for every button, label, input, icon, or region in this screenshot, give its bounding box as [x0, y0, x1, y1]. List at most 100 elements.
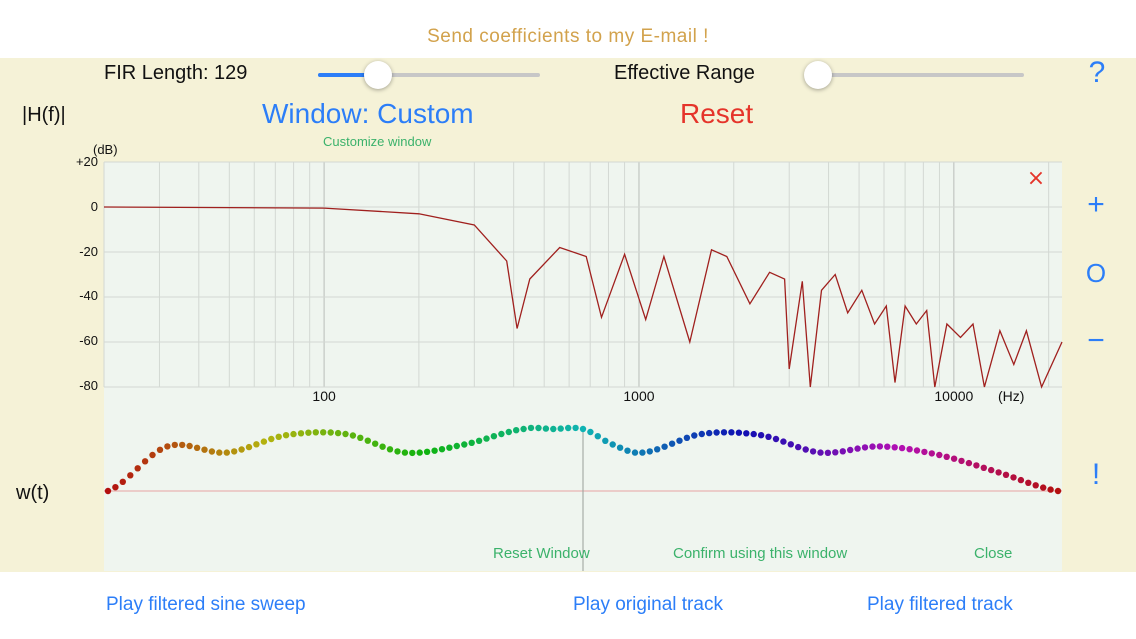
window-coefficient-point	[334, 429, 342, 437]
window-coefficient-point	[238, 446, 245, 453]
window-coefficient-point	[327, 429, 334, 436]
window-coefficient-point	[164, 443, 171, 450]
window-coefficient-point	[1017, 476, 1025, 484]
play-filtered-sine-sweep-button[interactable]: Play filtered sine sweep	[106, 594, 306, 615]
x-tick-label: 1000	[623, 388, 654, 404]
window-coefficient-point	[268, 435, 275, 443]
effective-range-slider-thumb[interactable]	[804, 61, 832, 89]
fir-length-slider[interactable]	[318, 61, 540, 89]
window-coefficient-point	[950, 455, 958, 462]
window-coefficient-point	[750, 430, 757, 438]
zoom-out-button[interactable]: −	[1087, 324, 1105, 357]
window-coefficient-point	[349, 432, 357, 439]
window-coefficient-point	[245, 443, 253, 451]
window-coefficient-point	[1040, 484, 1047, 491]
window-coefficient-point	[780, 438, 787, 445]
window-coefficient-point	[913, 447, 921, 454]
window-coefficient-point	[231, 448, 238, 455]
window-coefficient-point	[468, 439, 475, 446]
play-original-track-button[interactable]: Play original track	[573, 594, 723, 615]
window-coefficient-point	[943, 453, 950, 460]
window-custom-button[interactable]: Window: Custom	[262, 98, 474, 129]
window-coefficient-point	[847, 446, 854, 454]
reset-window-button[interactable]: Reset Window	[493, 545, 590, 562]
window-coefficient-point	[691, 432, 698, 439]
window-coefficient-point	[386, 446, 394, 453]
window-coefficient-point	[134, 465, 141, 472]
window-coefficient-point	[661, 443, 668, 450]
window-coefficient-point	[624, 447, 631, 454]
window-coefficient-point	[706, 429, 713, 437]
window-coefficient-point	[676, 437, 683, 444]
window-coefficient-point	[372, 440, 379, 447]
window-coefficient-point	[141, 458, 149, 465]
window-coefficient-point	[431, 447, 438, 454]
window-coefficient-point	[320, 429, 327, 436]
window-coefficient-point	[921, 448, 928, 456]
window-coefficient-point	[423, 448, 431, 455]
window-coefficient-point	[357, 434, 364, 441]
customize-window-link[interactable]: Customize window	[323, 134, 432, 149]
window-coefficient-point	[253, 441, 260, 448]
window-coefficient-point	[282, 432, 290, 439]
window-coefficient-point	[787, 441, 794, 448]
window-coefficient-point	[223, 449, 230, 456]
window-coefficient-point	[587, 428, 594, 436]
window-coefficient-point	[216, 449, 223, 456]
window-coefficient-point	[483, 435, 490, 442]
window-coefficient-point	[965, 459, 973, 467]
window-coefficient-point	[720, 429, 728, 436]
window-coefficient-point	[127, 472, 134, 479]
window-coefficient-point	[208, 448, 216, 455]
window-coefficient-point	[453, 442, 460, 450]
window-coefficient-point	[416, 449, 423, 456]
window-coefficient-point	[772, 435, 780, 443]
confirm-window-button[interactable]: Confirm using this window	[673, 545, 848, 562]
window-coefficient-point	[869, 443, 876, 450]
y-tick-label: 0	[90, 199, 98, 214]
effective-range-label: Effective Range	[614, 62, 755, 84]
close-window-editor-button[interactable]: Close	[974, 545, 1013, 562]
window-coefficient-point	[980, 464, 987, 471]
play-filtered-track-button[interactable]: Play filtered track	[867, 594, 1013, 615]
response-curve	[103, 206, 1063, 389]
zoom-in-button[interactable]: +	[1087, 188, 1105, 221]
window-coefficient-point	[104, 487, 112, 495]
window-coefficient-point	[936, 451, 943, 459]
fir-length-slider-thumb[interactable]	[363, 61, 392, 89]
window-coefficient-point	[802, 446, 809, 453]
close-plot-icon[interactable]: ×	[1027, 166, 1045, 191]
fir-length-label: FIR Length: 129	[104, 62, 248, 84]
window-coefficient-point	[668, 440, 676, 447]
effective-range-slider[interactable]	[804, 61, 1024, 89]
zoom-reset-button[interactable]: O	[1085, 258, 1107, 288]
window-coefficient-point	[490, 433, 498, 440]
window-coefficient-point	[683, 434, 691, 441]
window-info-button[interactable]: !	[1091, 458, 1101, 491]
reset-button[interactable]: Reset	[680, 98, 754, 129]
window-coefficient-point	[639, 449, 646, 456]
send-coefficients-link[interactable]: Send coefficients to my E-mail !	[427, 26, 709, 47]
window-coefficient-point	[832, 449, 839, 456]
window-coefficient-point	[565, 424, 572, 432]
window-coefficient-point	[884, 443, 891, 450]
y-tick-label: -60	[79, 333, 98, 348]
window-coefficient-point	[171, 441, 178, 449]
fir-length-slider-fill	[318, 73, 378, 77]
window-coefficient-point	[898, 444, 906, 452]
window-coefficient-point	[312, 429, 319, 436]
window-coefficient-point	[149, 451, 156, 459]
window-coefficient-point	[995, 469, 1002, 476]
window-coefficient-point	[646, 448, 653, 455]
window-coefficient-point	[401, 449, 409, 456]
window-coefficient-point	[928, 450, 935, 457]
window-coefficient-point	[527, 424, 535, 432]
window-coefficient-point	[409, 449, 416, 457]
window-coefficient-point	[1002, 471, 1010, 478]
window-coefficient-point	[757, 432, 765, 439]
window-coefficient-point	[305, 429, 312, 436]
window-coefficient-point	[275, 433, 282, 440]
help-button[interactable]: ?	[1088, 56, 1106, 89]
